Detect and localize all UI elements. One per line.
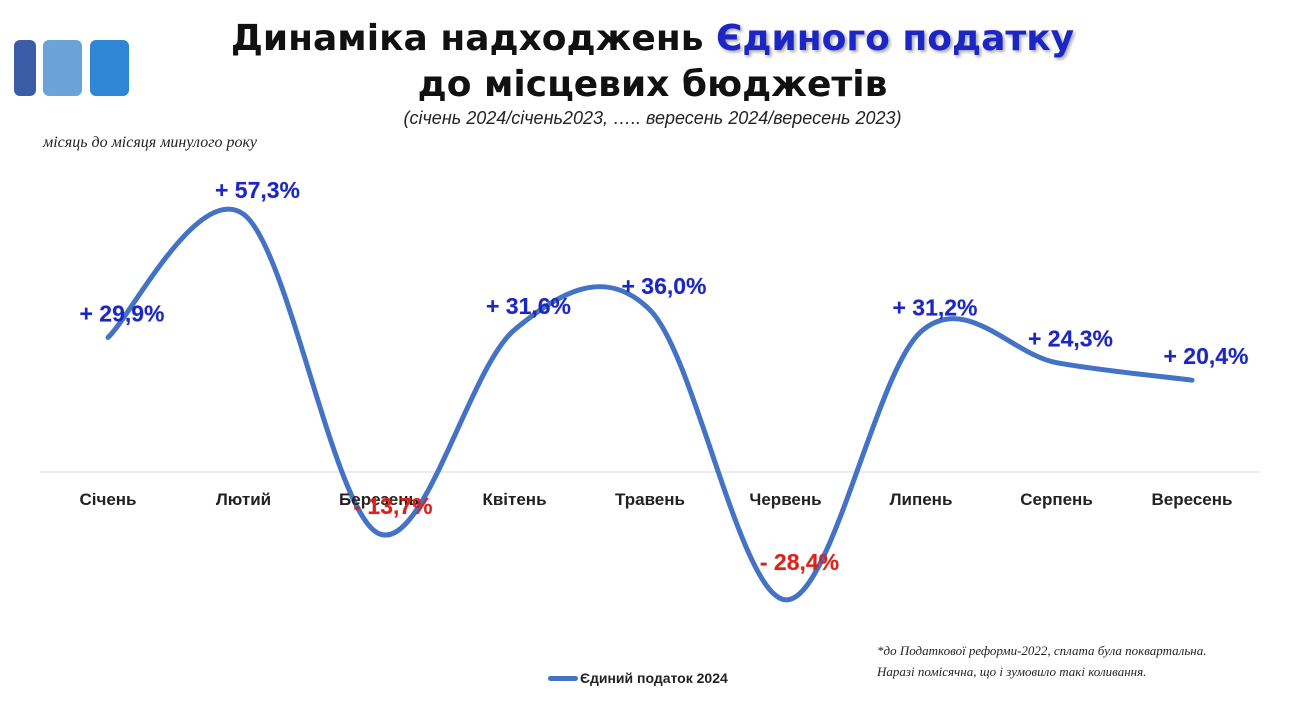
title-line2: до місцевих бюджетів (417, 64, 888, 105)
footnote-line2: Наразі помісячна, що і зумовило такі кол… (877, 664, 1147, 679)
deco-block-1 (14, 40, 36, 96)
data-label: + 31,2% (892, 295, 977, 321)
data-label: - 28,4% (760, 549, 839, 575)
data-label: + 36,0% (621, 273, 706, 299)
x-tick-label: Лютий (216, 490, 271, 509)
deco-block-3 (90, 40, 129, 96)
x-tick-label: Вересень (1152, 490, 1233, 509)
x-tick-label: Червень (749, 490, 821, 509)
data-label: + 31,6% (486, 293, 571, 319)
x-tick-label: Липень (890, 490, 953, 509)
footnote-line1: *до Податкової реформи-2022, сплата була… (877, 643, 1207, 658)
series-line (105, 206, 1195, 603)
data-label: + 29,9% (79, 300, 164, 326)
data-label: + 20,4% (1163, 343, 1248, 369)
legend-swatch (548, 675, 578, 681)
footnote: *до Податкової реформи-2022, сплата була… (877, 640, 1206, 682)
x-tick-label: Січень (79, 490, 136, 509)
title-prefix: Динаміка надходжень (230, 18, 716, 59)
data-label: - 13,7% (353, 493, 432, 519)
x-tick-label: Серпень (1020, 490, 1093, 509)
legend-label: Єдиний податок 2024 (580, 670, 728, 686)
chart-legend: Єдиний податок 2024 (548, 670, 728, 686)
data-label: + 57,3% (215, 177, 300, 203)
x-tick-label: Квітень (482, 490, 546, 509)
data-label: + 24,3% (1028, 326, 1113, 352)
title-highlight: Єдиного податку (716, 18, 1075, 59)
x-tick-label: Березень (339, 490, 419, 509)
axis-note: місяць до місяця минулого року (43, 134, 258, 151)
x-tick-label: Травень (615, 490, 685, 509)
page-title: Динаміка надходжень Єдиного податку до м… (0, 16, 1305, 108)
subtitle: (січень 2024/січень2023, ….. вересень 20… (403, 108, 902, 128)
deco-block-2 (43, 40, 82, 96)
